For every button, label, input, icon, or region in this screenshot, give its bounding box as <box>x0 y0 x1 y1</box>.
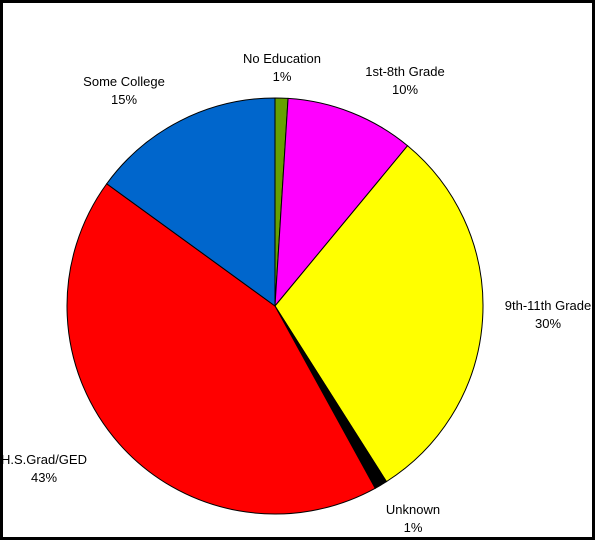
pie-slice-some-college <box>106 97 276 307</box>
pie-slice-1st-8th-grade <box>274 97 409 308</box>
slice-value-no-education: 1% <box>273 69 292 84</box>
slice-label-no-education: No Education <box>243 51 321 66</box>
slice-value-9th-11th-grade: 30% <box>535 316 561 331</box>
slice-label-some-college: Some College <box>83 74 165 89</box>
slice-label-unknown: Unknown <box>386 502 440 517</box>
pie-slice-9th-11th-grade <box>274 145 484 483</box>
pie-slice-h-s-grad-ged <box>66 183 376 515</box>
slice-value-h-s-grad-ged: 43% <box>31 470 57 485</box>
slice-value-unknown: 1% <box>404 520 423 535</box>
slice-label-9th-11th-grade: 9th-11th Grade <box>505 298 591 313</box>
slice-value-1st-8th-grade: 10% <box>392 82 418 97</box>
slice-label-1st-8th-grade: 1st-8th Grade <box>365 64 445 79</box>
slice-label-h-s-grad-ged: H.S.Grad/GED <box>1 452 87 467</box>
slice-value-some-college: 15% <box>111 92 137 107</box>
